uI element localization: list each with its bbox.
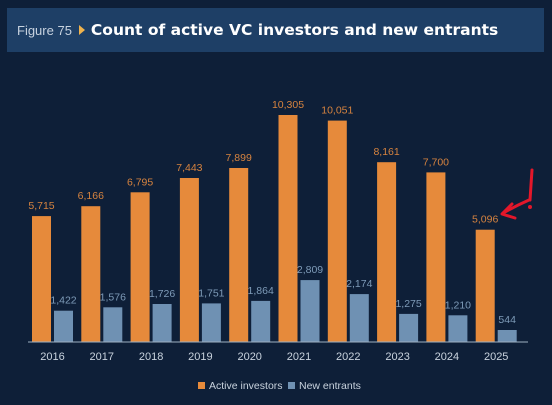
bar-active-investors-2019 <box>179 178 199 342</box>
x-tick-2022: 2022 <box>336 351 360 363</box>
figure-title: Count of active VC investors and new ent… <box>90 21 499 39</box>
exclamation-dot <box>528 205 532 209</box>
legend-label-active-investors: Active investors <box>209 380 283 392</box>
legend-swatch-new-entrants <box>288 382 295 389</box>
data-label-active-2025: 5,096 <box>472 214 498 226</box>
legend: Active investors New entrants <box>198 380 361 392</box>
bar-active-investors-2018 <box>130 192 150 342</box>
legend-swatch-active-investors <box>198 382 205 389</box>
chart-area: 5,715 1,422 6,166 1,576 6,795 1,726 7,443 1,751… <box>0 60 552 405</box>
data-label-active-2020: 7,899 <box>226 152 252 164</box>
x-tick-2021: 2021 <box>287 351 311 363</box>
bar-active-investors-2016 <box>32 216 51 342</box>
bar-new-entrants-2025 <box>497 330 517 342</box>
bar-new-entrants-2018 <box>152 304 172 342</box>
data-label-new-2020: 1,864 <box>248 285 274 297</box>
data-label-active-2017: 6,166 <box>78 190 104 202</box>
x-tick-2016: 2016 <box>40 351 64 363</box>
x-tick-2017: 2017 <box>90 351 114 363</box>
x-tick-2025: 2025 <box>484 351 508 363</box>
bar-new-entrants-2022 <box>349 294 369 342</box>
x-tick-2019: 2019 <box>188 351 212 363</box>
data-label-new-2018: 1,726 <box>149 288 175 300</box>
bar-new-entrants-2021 <box>300 280 320 342</box>
data-label-new-2022: 2,174 <box>346 278 372 290</box>
legend-label-new-entrants: New entrants <box>299 380 361 392</box>
data-label-new-2016: 1,422 <box>50 295 76 307</box>
exclamation-stroke <box>528 168 534 202</box>
bar-active-investors-2025 <box>475 229 495 342</box>
bars-group <box>32 115 517 342</box>
triangle-arrow-icon <box>78 25 85 35</box>
x-tick-2024: 2024 <box>435 351 459 363</box>
annotation-arrow-head <box>500 202 517 220</box>
data-label-active-2021: 10,305 <box>272 99 304 111</box>
bar-active-investors-2020 <box>229 168 249 342</box>
data-label-new-2019: 1,751 <box>198 287 224 299</box>
data-label-new-2021: 2,809 <box>297 264 323 276</box>
bar-new-entrants-2016 <box>54 310 73 342</box>
data-label-active-2024: 7,700 <box>423 156 449 168</box>
bar-active-investors-2022 <box>327 120 347 342</box>
x-tick-labels-group: 2016 2017 2018 2019 2020 2021 2022 2023 2024 2025 <box>40 351 508 363</box>
bar-active-investors-2023 <box>377 162 397 342</box>
data-label-new-2024: 1,210 <box>445 299 471 311</box>
x-tick-2023: 2023 <box>385 351 409 363</box>
figure-label: Figure 75 <box>17 22 72 38</box>
data-label-active-2022: 10,051 <box>321 105 353 117</box>
bar-chart: 5,715 1,422 6,166 1,576 6,795 1,726 7,443 1,751… <box>28 99 534 392</box>
bar-active-investors-2021 <box>278 115 298 342</box>
value-labels-group: 5,715 1,422 6,166 1,576 6,795 1,726 7,443 1,751… <box>28 99 516 326</box>
figure-header: Figure 75 Count of active VC investors a… <box>7 8 544 52</box>
x-tick-2018: 2018 <box>139 351 163 363</box>
data-label-active-2018: 6,795 <box>127 176 153 188</box>
data-label-active-2023: 8,161 <box>373 146 399 158</box>
data-label-active-2016: 5,715 <box>28 200 54 212</box>
bar-new-entrants-2023 <box>399 313 419 342</box>
bar-new-entrants-2024 <box>448 315 468 342</box>
data-label-new-2025: 544 <box>498 314 516 326</box>
data-label-active-2019: 7,443 <box>176 162 202 174</box>
bar-new-entrants-2020 <box>251 300 271 342</box>
data-label-new-2023: 1,275 <box>395 298 421 310</box>
bar-active-investors-2024 <box>426 172 446 342</box>
bar-new-entrants-2019 <box>201 303 221 342</box>
bar-new-entrants-2017 <box>103 307 123 342</box>
annotation-group <box>500 168 534 220</box>
data-label-new-2017: 1,576 <box>100 291 126 303</box>
bar-active-investors-2017 <box>81 206 101 342</box>
x-tick-2020: 2020 <box>237 351 261 363</box>
